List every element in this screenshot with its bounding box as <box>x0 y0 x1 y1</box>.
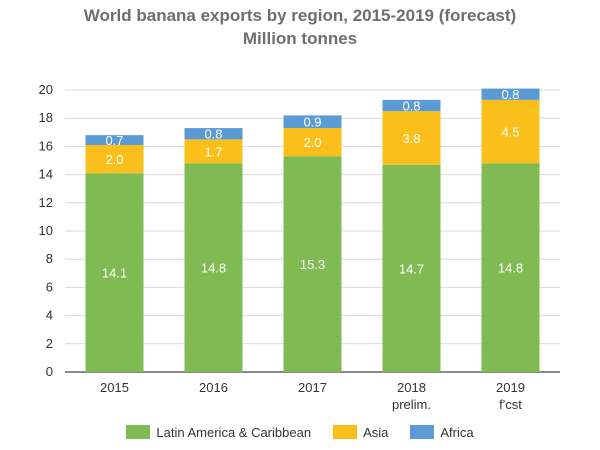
legend-item-latin-america: Latin America & Caribbean <box>126 425 311 440</box>
bar-2015-series-2 <box>85 135 144 145</box>
data-label-2017-series-0: 15.3 <box>300 257 325 272</box>
bar-2018-series-1 <box>382 111 441 165</box>
bar-2016-series-0 <box>184 163 243 372</box>
y-tick-label-20: 20 <box>39 82 53 97</box>
y-tick-label-8: 8 <box>46 251 53 266</box>
x-tick-label-2018: 2018 <box>397 380 426 395</box>
data-label-2019-series-1: 4.5 <box>501 125 519 140</box>
bar-2019-series-2 <box>481 88 540 100</box>
y-tick-label-2: 2 <box>46 336 53 351</box>
y-tick-label-0: 0 <box>46 364 53 379</box>
bar-2016-series-1 <box>184 139 243 164</box>
bar-2015-series-0 <box>85 173 144 372</box>
y-tick-label-16: 16 <box>39 138 53 153</box>
legend-swatch-asia <box>333 425 358 439</box>
bar-2019-series-0 <box>481 163 540 372</box>
bar-2017-series-0 <box>283 156 342 372</box>
data-label-2016-series-0: 14.8 <box>201 261 226 276</box>
y-tick-label-10: 10 <box>39 223 53 238</box>
bar-2016-series-2 <box>184 128 243 140</box>
bar-2018-series-0 <box>382 164 441 372</box>
bar-2017-series-1 <box>283 128 342 157</box>
data-label-2017-series-2: 0.9 <box>303 115 321 130</box>
legend-swatch-africa <box>410 425 435 439</box>
data-label-2016-series-2: 0.8 <box>204 127 222 142</box>
x-tick-label-2016: 2016 <box>199 380 228 395</box>
data-label-2019-series-2: 0.8 <box>501 87 519 102</box>
legend-swatch-latin-america <box>126 425 151 439</box>
legend-label-africa: Africa <box>440 424 474 440</box>
x-tick-label-2015: 2015 <box>100 380 129 395</box>
x-tick-sublabel-2019: f'cst <box>499 397 522 412</box>
chart-legend: Latin America & Caribbean Asia Africa <box>0 420 600 444</box>
legend-item-africa: Africa <box>410 424 474 440</box>
bar-2015-series-1 <box>85 144 144 174</box>
x-tick-sublabel-2018: prelim. <box>392 397 431 412</box>
y-tick-label-18: 18 <box>39 110 53 125</box>
bar-2017-series-2 <box>283 115 342 129</box>
x-tick-label-2017: 2017 <box>298 380 327 395</box>
chart-title: World banana exports by region, 2015-201… <box>83 6 517 25</box>
chart-subtitle: Million tonnes <box>242 29 358 48</box>
legend-label-asia: Asia <box>363 424 389 440</box>
data-label-2016-series-1: 1.7 <box>204 144 222 159</box>
x-tick-label-2019: 2019 <box>496 380 525 395</box>
data-label-2015-series-2: 0.7 <box>105 133 123 148</box>
legend-item-asia: Asia <box>333 425 388 440</box>
data-label-2015-series-0: 14.1 <box>102 266 127 281</box>
y-tick-label-4: 4 <box>46 308 53 323</box>
data-label-2019-series-0: 14.8 <box>498 261 523 276</box>
y-tick-label-6: 6 <box>46 279 53 294</box>
y-tick-label-12: 12 <box>39 195 53 210</box>
legend-label-latin-america: Latin America & Caribbean <box>156 424 312 440</box>
bar-2018-series-2 <box>382 99 441 112</box>
y-tick-label-14: 14 <box>39 167 53 182</box>
stacked-bar-chart: 0 2 4 6 8 10 12 14 16 18 20 14.1 2.0 0.7 2015 14.8 1.7 0.… <box>39 82 560 412</box>
data-label-2018-series-1: 3.8 <box>402 131 420 146</box>
data-label-2015-series-1: 2.0 <box>105 152 123 167</box>
data-label-2018-series-0: 14.7 <box>399 261 424 276</box>
data-label-2017-series-1: 2.0 <box>303 135 321 150</box>
bar-2019-series-1 <box>481 99 540 164</box>
data-label-2018-series-2: 0.8 <box>402 99 420 114</box>
